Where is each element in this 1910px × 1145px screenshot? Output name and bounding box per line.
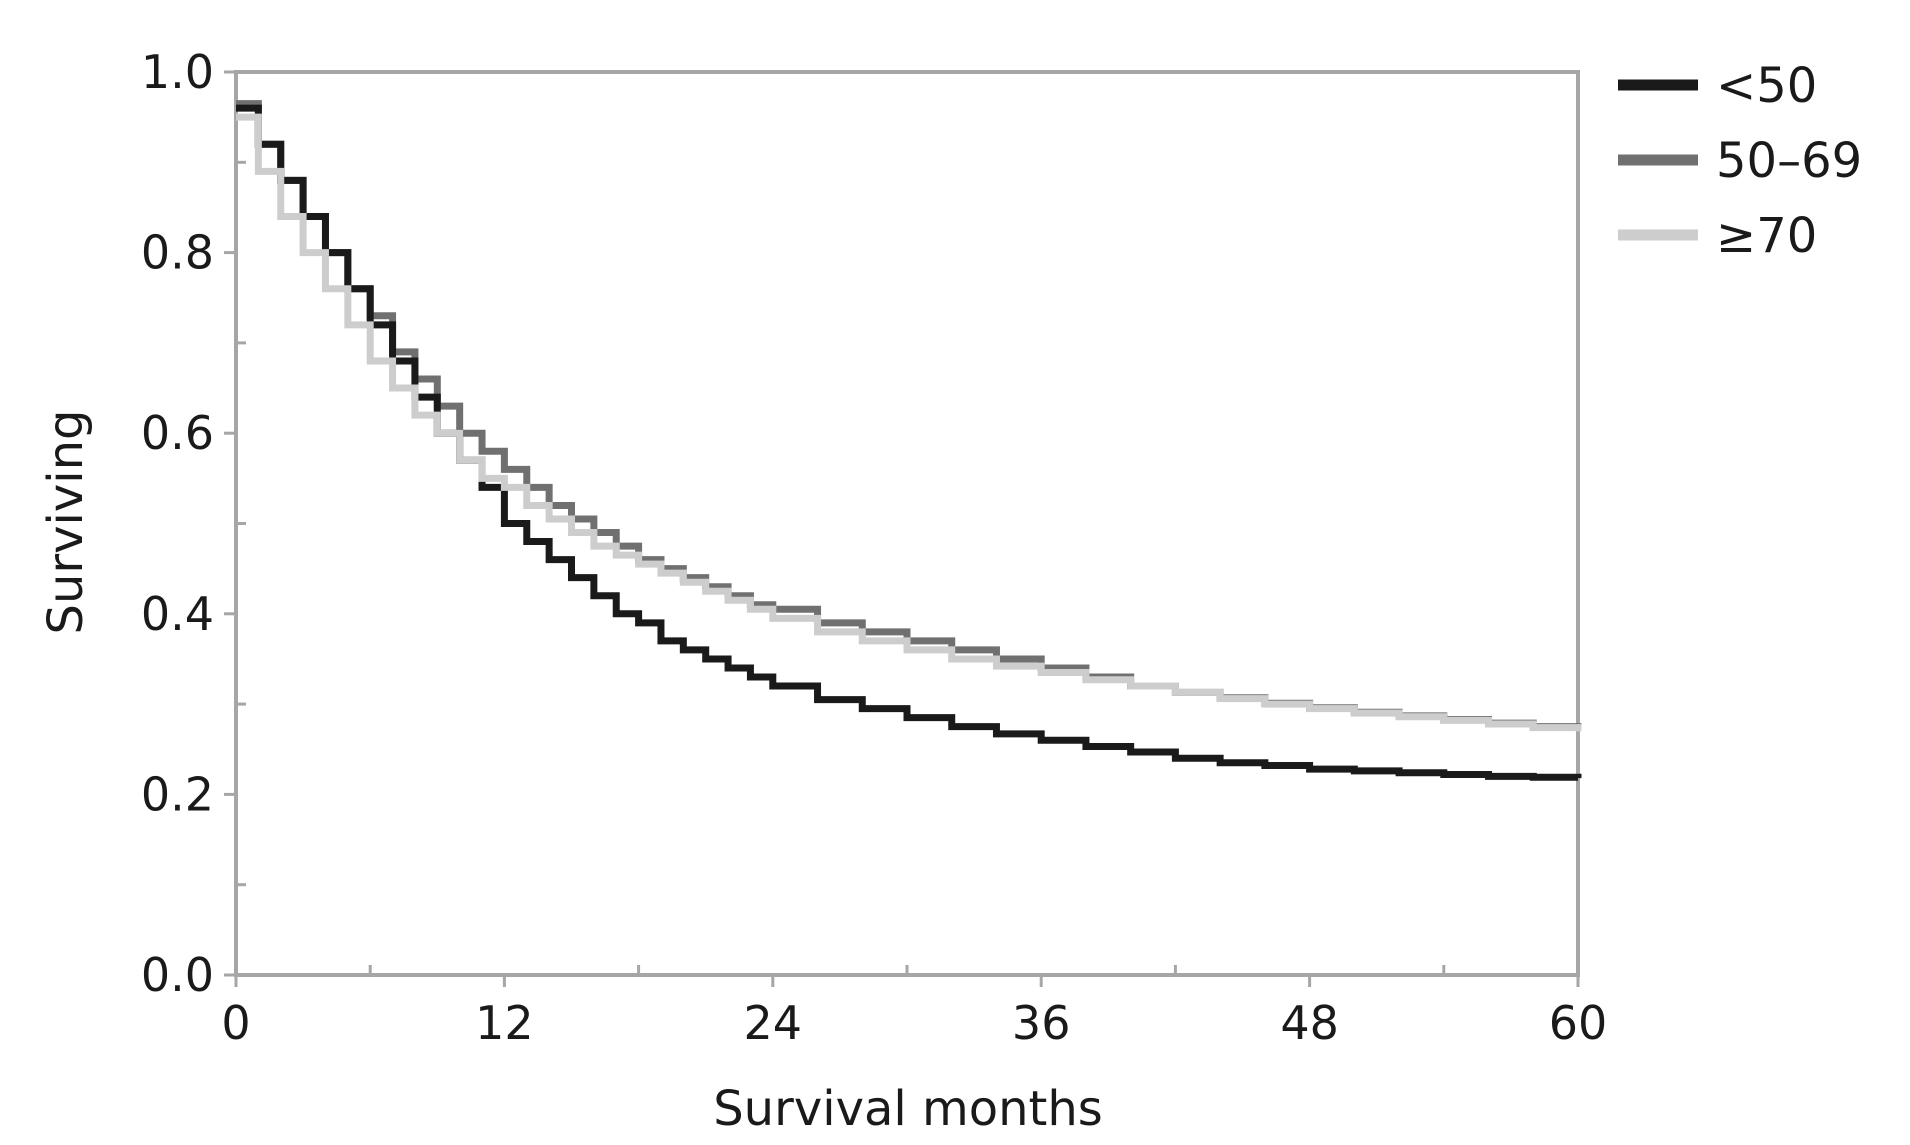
y-tick-label: 0.6 — [141, 406, 214, 460]
y-tick-label: 1.0 — [141, 45, 214, 99]
y-tick-label: 0.8 — [141, 226, 214, 280]
y-tick-label: 0.0 — [141, 948, 214, 1002]
legend-label-1: 50–69 — [1716, 133, 1862, 189]
x-tick-label: 60 — [1549, 996, 1608, 1050]
x-tick-label: 24 — [744, 996, 803, 1050]
x-tick-label: 12 — [475, 996, 534, 1050]
minor-ticks — [236, 160, 1446, 975]
plot-area — [234, 70, 1580, 977]
legend: <50 50–69 ≥70 — [1618, 58, 1862, 264]
x-tick-label: 36 — [1012, 996, 1071, 1050]
series-layer — [236, 100, 1582, 781]
legend-label-0: <50 — [1716, 58, 1817, 114]
y-tick-label: 0.2 — [141, 767, 214, 821]
legend-label-2: ≥70 — [1716, 208, 1817, 264]
y-axis: 0.0 0.2 0.4 0.6 0.8 1.0 — [141, 45, 236, 1002]
x-tick-label: 0 — [221, 996, 250, 1050]
x-axis-label: Survival months — [713, 1081, 1103, 1137]
x-tick-label: 48 — [1280, 996, 1339, 1050]
series-line-2 — [236, 113, 1582, 732]
y-tick-label: 0.4 — [141, 587, 214, 641]
plot-border — [234, 70, 1580, 977]
series-line-0 — [236, 104, 1582, 781]
y-axis-label: Surviving — [38, 410, 94, 635]
x-axis: 0 12 24 36 48 60 — [221, 975, 1607, 1050]
